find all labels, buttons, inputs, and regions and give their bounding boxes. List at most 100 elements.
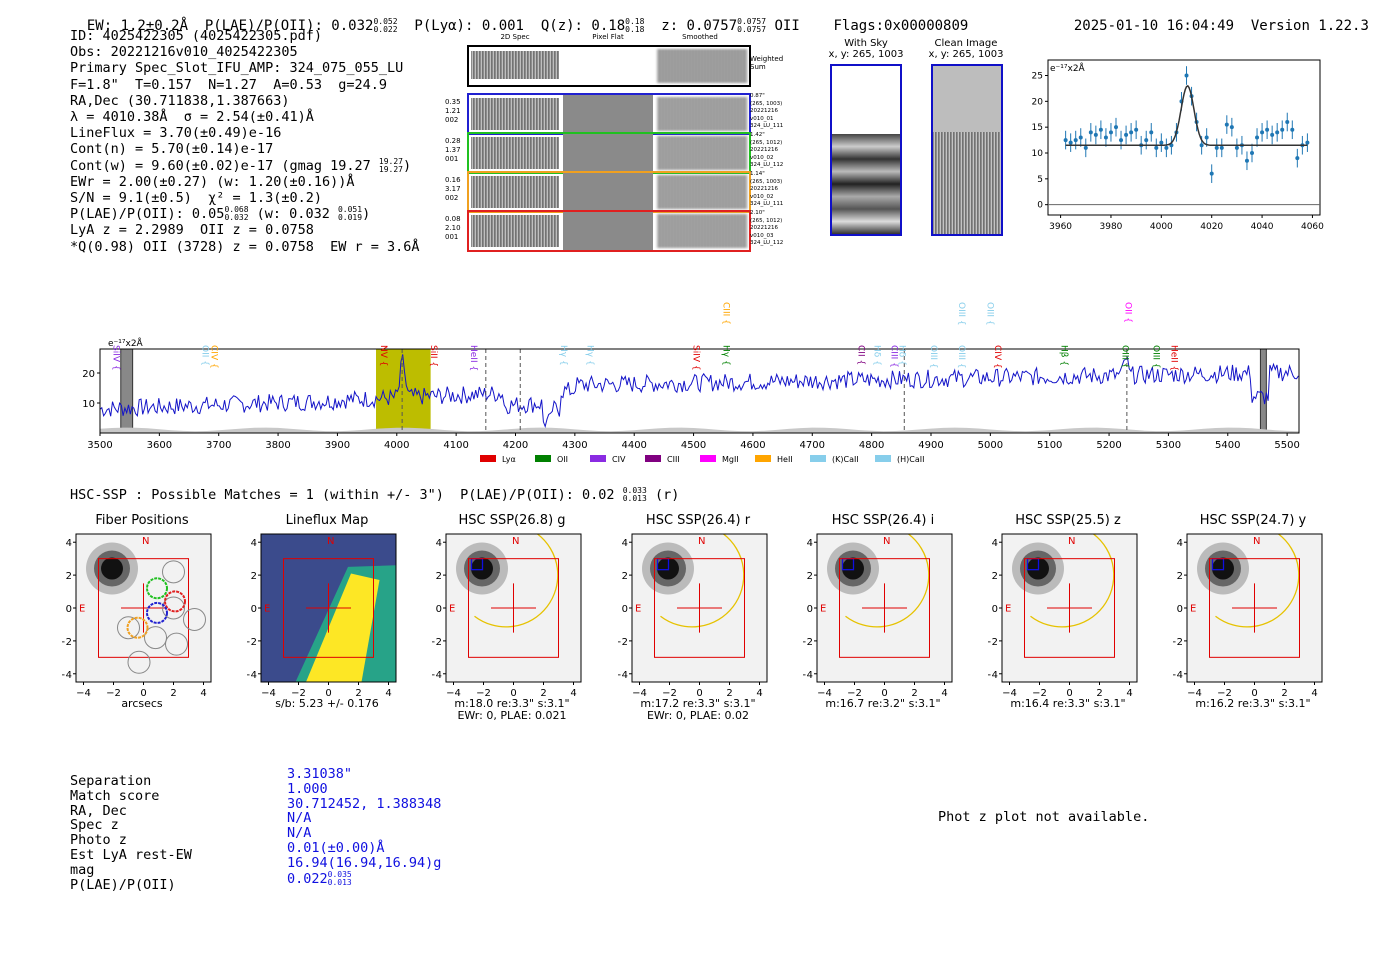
cutout-xtick-label: 4 [570, 688, 576, 699]
cutout-red-box [283, 558, 374, 658]
spectrum-xtick-label: 5100 [1037, 440, 1062, 451]
match-plae-lo: 0.013 [327, 877, 352, 887]
cutout-ytick-label: −2 [1173, 637, 1183, 648]
cutout-aperture-arc [845, 533, 930, 628]
cutout-xtick-label: 4 [1311, 688, 1317, 699]
weighted-flat [561, 47, 655, 85]
spec2d-cell-smooth [657, 136, 747, 170]
cutout-aperture-arc [1030, 533, 1115, 628]
cutout-caption: s/b: 5.23 +/- 0.176 [275, 697, 379, 710]
cutout-xtick-label: −4 [632, 688, 647, 699]
cutout-xtick-label: −2 [662, 688, 677, 699]
spectrum-xtick-label: 4400 [621, 440, 646, 451]
header-plae: P(LAE)/P(OII): 0.032 [204, 18, 374, 34]
hsc-summary: HSC-SSP : Possible Matches = 1 (within +… [70, 487, 679, 504]
cutout-xtick-label: −4 [817, 688, 832, 699]
spectrum-frame [99, 348, 1300, 434]
cutout-east-label: E [79, 603, 85, 614]
zoom-point [1088, 130, 1093, 135]
cutout-xtick-label: −2 [291, 688, 306, 699]
cutout-xtick-label: −4 [446, 688, 461, 699]
header-q-lo: 0.18 [625, 25, 645, 34]
zoom-xtick-label: 4000 [1150, 222, 1173, 232]
sky-stamp [830, 64, 902, 236]
header-z-line: OII [774, 18, 800, 34]
spectrum-chart: e⁻¹⁷x2Å 10 20 3500 3600 3700 3800 3900 4000 4100 4… [82, 302, 1300, 464]
header-plae-up: 0.052 [373, 17, 398, 26]
cutout-east-label: E [1190, 603, 1196, 614]
spec2d-col-title: 2D Spec [500, 33, 530, 41]
cutout-ytick-label: −4 [62, 670, 72, 681]
info-block: ID: 4025422305 (4025422305.pdf) Obs: 202… [70, 28, 420, 255]
zoom-point [1129, 130, 1134, 135]
cutout-xtick-label: 2 [170, 688, 176, 699]
spec2d-right-value: 324_LU_112 [750, 162, 784, 168]
info-id: ID: 4025422305 (4025422305.pdf) [70, 28, 322, 44]
zoom-xtick-label: 3980 [1100, 222, 1123, 232]
cutout-row: Fiber Positions N E −4 −2 0 2 4 4 2 0 −2 −4 arcsecs Li… [0, 510, 1400, 730]
match-value: N/A [287, 825, 312, 842]
cutout-xtick-label: 4 [1126, 688, 1132, 699]
zoom-frame [1047, 59, 1321, 216]
sky-stamp-sub: x, y: 265, 1003 [828, 49, 904, 60]
spec2d-cell-smooth [657, 97, 747, 131]
cutout-panel: N E −4 −2 0 2 4 4 2 0 −2 −4 [803, 533, 953, 699]
zoom-xtick-label: 4020 [1200, 222, 1223, 232]
cutout-caption: m:16.2 re:3.3" s:3.1" [1195, 697, 1311, 710]
spec2d-row-left: 0.16 3.17 002 [445, 176, 467, 203]
info-fiber: F=1.8" T=0.157 N=1.27 A=0.53 g=24.9 [70, 76, 387, 93]
clean-stamp-sub: x, y: 265, 1003 [928, 49, 1004, 60]
spec2d-row-right: 1.42" (265, 1012) 20221216 v010_02 324_LU_11… [750, 132, 810, 170]
spectrum-legend-swatch [645, 455, 661, 462]
spectrum-line [99, 354, 1299, 429]
cutout-xtick-label: 0 [881, 688, 887, 699]
cutout-north-label: N [512, 536, 519, 547]
spec2d-left-value: 0.35 [445, 98, 461, 106]
spec2d-panel: 2D Spec Pixel Flat Smoothed Weighted Sum… [440, 30, 810, 260]
match-value: 30.712452, 1.388348 [287, 795, 442, 812]
spec2d-left-value: 001 [445, 155, 459, 163]
spectrum-xtick-label: 3600 [147, 440, 172, 451]
match-label: mag [70, 861, 95, 878]
spec2d-right-value: 324_LU_112 [750, 240, 784, 246]
spec2d-right-value: v010_02 [750, 154, 774, 161]
spec2d-left-value: 2.10 [445, 224, 461, 232]
spec2d-right-value: 0.87" [750, 93, 765, 99]
cutout-north-label: N [698, 536, 705, 547]
spectrum-line-label: CIII { [888, 345, 898, 368]
spec2d-right-value: 1.14" [750, 171, 765, 177]
cutout-xtick-label: −2 [476, 688, 491, 699]
spec2d-cell-flat [563, 134, 653, 172]
sky-stamp-title: With Sky [844, 38, 888, 49]
weighted-label: Weighted Sum [750, 55, 784, 71]
cutout-ytick-label: 0 [251, 604, 257, 615]
cutout-east-label: E [264, 603, 270, 614]
zoom-point [1098, 127, 1103, 132]
cutout-panel: N E −4 −2 0 2 4 4 2 0 −2 −4 [432, 533, 582, 699]
spectrum-xtick-label: 5200 [1096, 440, 1121, 451]
spectrum-legend-swatch [480, 455, 496, 462]
cutout-xtick-label: 4 [200, 688, 206, 699]
header-z-lo: 0.0757 [737, 25, 767, 34]
zoom-ytick-label: 10 [1032, 149, 1044, 159]
cutout-ytick-label: −2 [803, 637, 813, 648]
spec2d-cell-flat [563, 212, 653, 250]
cutout-xtick-label: 4 [941, 688, 947, 699]
cutout-xtick-label: −4 [1187, 688, 1202, 699]
cutout-ytick-label: −2 [432, 637, 442, 648]
cutout-ytick-label: 2 [807, 571, 813, 582]
hsc-summary-text: HSC-SSP : Possible Matches = 1 (within +… [70, 487, 615, 503]
spec2d-right-value: 20221216 [750, 108, 778, 114]
zoom-point [1229, 125, 1234, 130]
spec2d-left-value: 1.21 [445, 107, 461, 115]
zoom-point [1154, 145, 1159, 150]
spec2d-cell-smooth [657, 175, 747, 209]
spectrum-ytick-label: 10 [82, 399, 95, 410]
cutout-title: HSC SSP(24.7) y [1199, 513, 1307, 528]
cutout-north-label: N [327, 536, 334, 547]
info-lya: LyA z = 2.2989 OII z = 0.0758 [70, 222, 314, 239]
spectrum-legend-label: MgII [722, 455, 739, 464]
cutout-east-label: E [820, 603, 826, 614]
zoom-point [1219, 145, 1224, 150]
fiber-circle [165, 632, 188, 656]
